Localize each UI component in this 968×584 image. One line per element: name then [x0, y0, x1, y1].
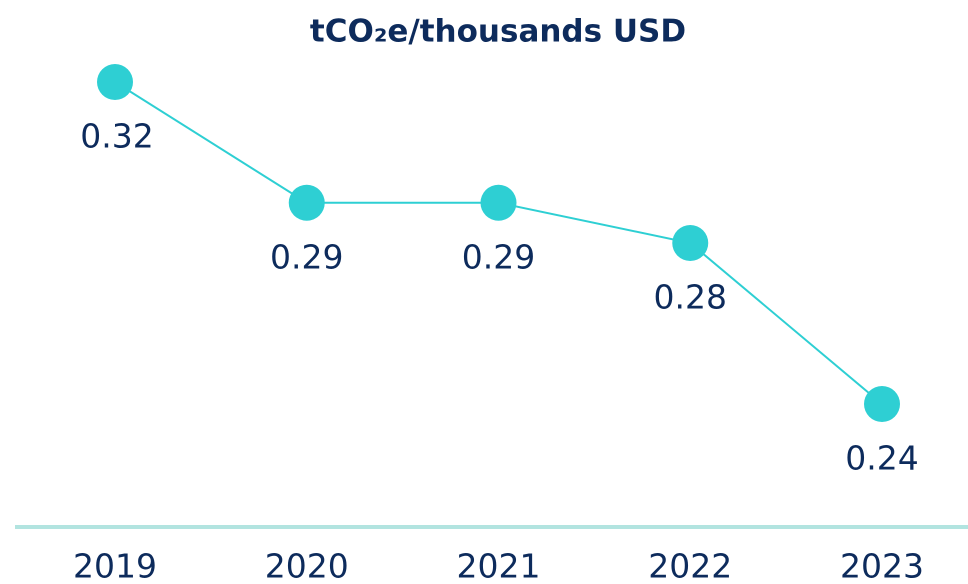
point: [288, 184, 325, 221]
chart-title: tCO₂e/thousands USD: [310, 14, 686, 50]
x-tick-label: 2019: [73, 547, 157, 584]
x-tick-label: 2022: [648, 547, 732, 584]
value-label: 0.29: [270, 237, 343, 276]
value-label: 0.32: [80, 117, 153, 156]
point: [97, 64, 133, 100]
value-label: 0.29: [462, 237, 535, 276]
point: [672, 225, 709, 261]
point: [864, 386, 900, 422]
x-tick-label: 2021: [457, 547, 541, 584]
x-tick-label: 2023: [840, 547, 924, 584]
value-label: 0.24: [845, 439, 918, 478]
value-label: 0.28: [654, 278, 727, 317]
point: [480, 184, 517, 221]
x-tick-label: 2020: [265, 547, 349, 584]
